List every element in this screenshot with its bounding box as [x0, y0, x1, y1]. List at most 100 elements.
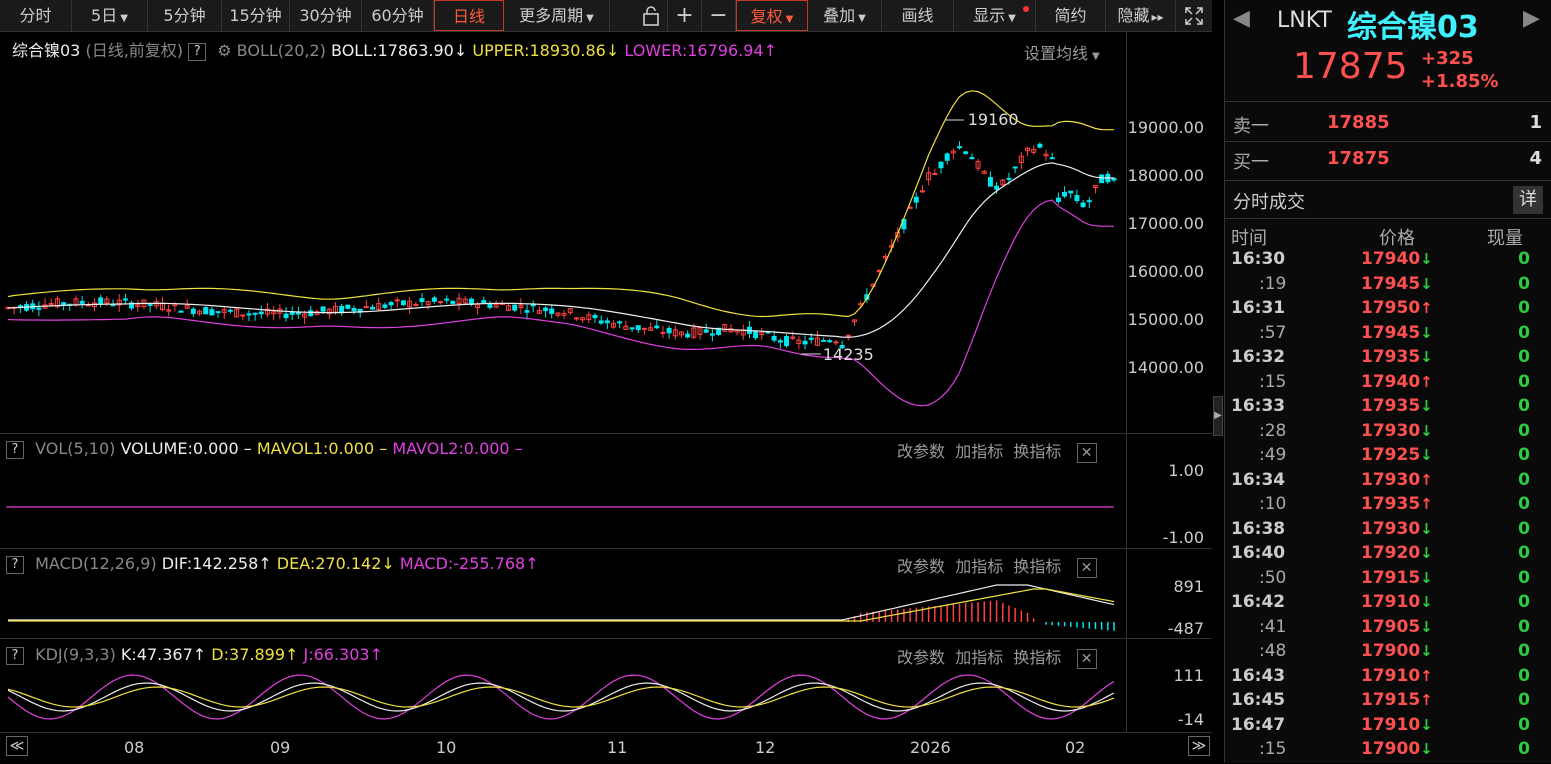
modify-params-button[interactable]: 改参数 [897, 442, 946, 461]
modify-params-button[interactable]: 改参数 [897, 557, 946, 576]
arrow-down-icon: ↓ [453, 41, 468, 60]
arrow-down-icon: ↓ [1420, 250, 1433, 268]
close-icon[interactable]: ✕ [1076, 442, 1097, 463]
zoom-out-button[interactable]: − [702, 0, 736, 31]
vol-controls: 改参数 加指标 换指标 ✕ [897, 438, 1097, 463]
candle-body [678, 331, 684, 336]
trade-time: 16:33 [1231, 396, 1286, 416]
trade-time: :49 [1259, 445, 1287, 465]
period-toolbar: 分时 5日 ▼ 5分钟 15分钟 30分钟 60分钟 日线 更多周期 ▼ + − 复权 ▼ 叠加 ▼ … [0, 0, 1212, 32]
candle-body [1000, 179, 1006, 186]
fullscreen-button[interactable] [1176, 0, 1212, 31]
trade-row: 16:30 17940↓ 0 [1225, 249, 1551, 274]
candle-body [611, 322, 617, 328]
chevron-down-icon: ▼ [586, 13, 594, 24]
candle-body [339, 305, 345, 314]
chevron-down-icon: ▼ [858, 13, 866, 24]
main-y-tick: 14000.00 [1127, 358, 1204, 377]
divider [1225, 101, 1551, 102]
arrow-down-icon: ↓ [1420, 519, 1433, 538]
trade-price: 17940 [1361, 371, 1421, 392]
chart-area[interactable]: 综合镍03 (日线,前复权) ? ⚙ BOLL(20,2) BOLL:17863… [0, 32, 1212, 763]
candle-body [543, 307, 549, 312]
switch-indicator-button[interactable]: 换指标 [1013, 648, 1062, 667]
add-indicator-button[interactable]: 加指标 [955, 557, 1004, 576]
trade-price: 17915 [1361, 690, 1421, 710]
fuquan-dropdown[interactable]: 复权 ▼ [736, 0, 808, 31]
period-tab-3[interactable]: 15分钟 [222, 0, 290, 31]
vol-indicator-name[interactable]: VOL(5,10) [35, 439, 116, 458]
xianshi-dropdown[interactable]: 显示 ▼ [954, 0, 1036, 31]
candle-body [308, 310, 314, 317]
fuquan-label: 复权 [750, 7, 783, 26]
trades-list[interactable]: 16:30 17940↓ 0:19 17945↓ 0 16:31 17950↑ 0:57 179… [1225, 249, 1551, 763]
lock-button[interactable] [634, 0, 668, 31]
add-indicator-button[interactable]: 加指标 [955, 648, 1004, 667]
period-tab-5[interactable]: 60分钟 [362, 0, 434, 31]
help-icon[interactable]: ? [188, 42, 207, 61]
period-tab-6[interactable]: 日线 [434, 0, 504, 31]
trade-row: :28 17930↓ 0 [1225, 421, 1551, 446]
d-value: D:37.899 [211, 645, 285, 664]
trade-time: :57 [1259, 322, 1287, 343]
period-tab-7[interactable]: 更多周期 ▼ [504, 0, 610, 31]
gear-icon[interactable]: ⚙ [217, 41, 232, 60]
ask-label: 卖一 [1233, 116, 1269, 137]
period-tab-1[interactable]: 5日 ▼ [72, 0, 148, 31]
candle-body [1024, 147, 1030, 152]
low-annotation: 14235 [823, 345, 874, 364]
help-icon[interactable]: ? [6, 555, 24, 574]
ma-settings-button[interactable]: 设置均线 ▼ [1024, 40, 1100, 64]
arrow-up-icon: ↑ [1420, 495, 1433, 513]
dif-value: DIF:142.258 [161, 554, 259, 573]
period-tab-2[interactable]: 5分钟 [148, 0, 222, 31]
collapse-panel-handle[interactable]: ▶ [1213, 396, 1223, 436]
detail-button[interactable]: 详 [1513, 186, 1543, 214]
candle-body [555, 312, 561, 316]
kdj-indicator-name[interactable]: KDJ(9,3,3) [35, 645, 116, 664]
close-icon[interactable]: ✕ [1076, 648, 1097, 669]
candle-body [1043, 153, 1049, 157]
candle-body [184, 304, 190, 309]
candle-body [617, 321, 623, 324]
candle-body [407, 300, 413, 308]
period-tab-4[interactable]: 30分钟 [290, 0, 362, 31]
add-indicator-button[interactable]: 加指标 [955, 442, 1004, 461]
candle-body [98, 297, 104, 305]
switch-indicator-button[interactable]: 换指标 [1013, 557, 1062, 576]
candle-body [104, 298, 110, 304]
scroll-right-button[interactable]: ≫ [1188, 736, 1210, 756]
switch-indicator-button[interactable]: 换指标 [1013, 442, 1062, 461]
candle-body [450, 300, 456, 304]
candle-body [456, 297, 462, 305]
candle-body [722, 324, 728, 332]
x-axis-label: 10 [436, 738, 457, 757]
zoom-in-button[interactable]: + [668, 0, 702, 31]
candle-body [987, 177, 993, 187]
huaxian-button[interactable]: 画线 [882, 0, 954, 31]
close-icon[interactable]: ✕ [1076, 557, 1097, 578]
period-tab-0[interactable]: 分时 [0, 0, 72, 31]
candle-body [845, 334, 851, 337]
indicator-name[interactable]: BOLL(20,2) [236, 41, 326, 60]
chevron-down-icon: ▼ [120, 13, 128, 24]
trade-row: 16:43 17910↑ 0 [1225, 666, 1551, 691]
help-icon[interactable]: ? [6, 646, 24, 665]
prev-symbol-icon[interactable]: ◀ [1233, 6, 1250, 31]
macd-header: ? MACD(12,26,9) DIF:142.258↑ DEA:270.142… [6, 553, 539, 575]
next-symbol-icon[interactable]: ▶ [1523, 6, 1540, 31]
trade-price: 17930 [1361, 469, 1421, 490]
scroll-left-button[interactable]: ≪ [6, 736, 28, 756]
chart-canvas[interactable]: 19160 14235 [0, 32, 1212, 763]
trade-time: :15 [1259, 739, 1287, 759]
trade-qty: 0 [1518, 347, 1530, 367]
yincang-button[interactable]: 隐藏 ▸▸ [1106, 0, 1176, 31]
macd-indicator-name[interactable]: MACD(12,26,9) [35, 554, 157, 573]
modify-params-button[interactable]: 改参数 [897, 648, 946, 667]
jianyue-button[interactable]: 简约 [1036, 0, 1106, 31]
trade-qty: 0 [1518, 273, 1530, 294]
candle-body [716, 327, 722, 335]
diejia-dropdown[interactable]: 叠加 ▼ [808, 0, 882, 31]
candle-body [592, 314, 598, 319]
help-icon[interactable]: ? [6, 440, 24, 459]
